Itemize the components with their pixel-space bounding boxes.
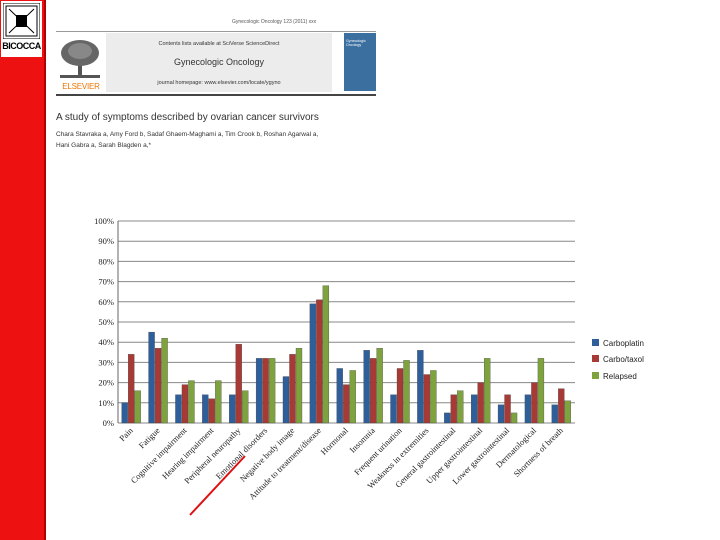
- bar: [396, 368, 404, 424]
- bar: [376, 348, 383, 424]
- logo-emblem-icon: [3, 3, 40, 39]
- header-bottom-rule: [56, 94, 376, 96]
- journal-homepage: journal homepage: www.elsevier.com/locat…: [157, 80, 281, 86]
- y-tick-label: 20%: [98, 378, 114, 388]
- x-category-label: Pain: [117, 425, 135, 443]
- y-tick-label: 40%: [98, 337, 114, 347]
- journal-title: Gynecologic Oncology: [173, 57, 265, 67]
- x-category-label: Fatigue: [137, 425, 162, 450]
- bar: [497, 404, 505, 424]
- legend-label: Carboplatin: [603, 339, 644, 348]
- bar: [349, 370, 356, 424]
- x-category-label: Hormonal: [318, 425, 350, 457]
- bar: [403, 360, 410, 424]
- bar: [121, 402, 128, 424]
- y-tick-label: 50%: [98, 317, 114, 327]
- left-red-bar: [0, 0, 46, 540]
- legend-label: Carbo/taxol: [603, 355, 644, 364]
- bar: [564, 400, 571, 424]
- bar: [309, 303, 317, 424]
- bar: [457, 390, 464, 424]
- author-list: Chara Stavraka a, Amy Ford b, Sadaf Ghae…: [56, 129, 356, 151]
- bar: [423, 374, 431, 424]
- bar: [255, 358, 263, 424]
- bar: [484, 358, 491, 424]
- publisher-name: ELSEVIER: [62, 82, 100, 91]
- legend-label: Relapsed: [603, 372, 637, 381]
- author-line: Chara Stavraka a, Amy Ford b, Sadaf Ghae…: [56, 131, 319, 138]
- logo-text: BICOCCA: [2, 41, 41, 51]
- bar: [343, 384, 350, 424]
- bar: [202, 394, 209, 424]
- bar: [524, 394, 532, 424]
- bar: [558, 388, 565, 424]
- bar: [148, 331, 155, 424]
- legend-swatch: [592, 339, 599, 346]
- y-tick-label: 90%: [98, 236, 114, 246]
- bar: [316, 299, 323, 424]
- bar: [161, 338, 168, 424]
- elsevier-tree-icon: [60, 40, 100, 78]
- bar: [229, 394, 236, 424]
- bar: [268, 358, 276, 424]
- bar: [477, 382, 484, 424]
- bar: [215, 380, 222, 424]
- journal-banner: Contents lists available at SciVerse Sci…: [106, 33, 332, 92]
- bar: [510, 412, 518, 424]
- bar: [295, 348, 303, 424]
- contents-line: Contents lists available at SciVerse Sci…: [158, 41, 280, 47]
- bar: [208, 398, 215, 424]
- journal-header: Gynecologic Oncology 123 (2011) xxx ELSE…: [56, 19, 376, 93]
- x-category-label: Frequent urination: [352, 425, 404, 477]
- legend-swatch: [592, 355, 599, 362]
- bar: [322, 285, 330, 424]
- y-tick-label: 100%: [94, 216, 114, 226]
- bar: [181, 384, 189, 424]
- bar: [363, 350, 370, 424]
- bar: [531, 382, 538, 424]
- university-logo: BICOCCA: [1, 1, 42, 57]
- bar: [262, 358, 269, 424]
- bar: [289, 354, 296, 424]
- y-tick-label: 80%: [98, 256, 114, 266]
- bar: [175, 394, 182, 424]
- y-tick-label: 70%: [98, 277, 114, 287]
- bar: [242, 390, 249, 424]
- publication-info: Gynecologic Oncology 123 (2011) xxx: [232, 19, 317, 25]
- header-top-rule: [56, 31, 376, 32]
- bar: [430, 370, 437, 424]
- y-tick-label: 0%: [103, 418, 114, 428]
- bar: [444, 412, 451, 424]
- bar: [235, 344, 242, 424]
- bar: [390, 394, 397, 424]
- bar: [369, 358, 377, 424]
- bar: [188, 380, 195, 424]
- bar: [336, 368, 343, 424]
- bar: [471, 394, 478, 424]
- x-category-label: Shortness of breath: [511, 425, 565, 479]
- author-line: Hani Gabra a, Sarah Blagden a,*: [56, 142, 152, 149]
- bar: [417, 350, 424, 424]
- y-tick-label: 30%: [98, 357, 114, 367]
- annotation-underline: [189, 455, 246, 516]
- bar: [551, 404, 558, 424]
- journal-cover: Gynecologic Oncology: [344, 33, 376, 91]
- bar: [134, 390, 141, 424]
- bar: [154, 348, 162, 424]
- cover-title: Gynecologic Oncology: [346, 39, 366, 47]
- y-tick-label: 10%: [98, 398, 114, 408]
- bar: [537, 358, 545, 424]
- y-tick-label: 60%: [98, 297, 114, 307]
- bar: [128, 354, 135, 424]
- legend-swatch: [592, 372, 599, 379]
- bar: [504, 394, 511, 424]
- bar: [450, 394, 457, 424]
- article-title: A study of symptoms described by ovarian…: [56, 112, 319, 123]
- bar: [282, 376, 290, 424]
